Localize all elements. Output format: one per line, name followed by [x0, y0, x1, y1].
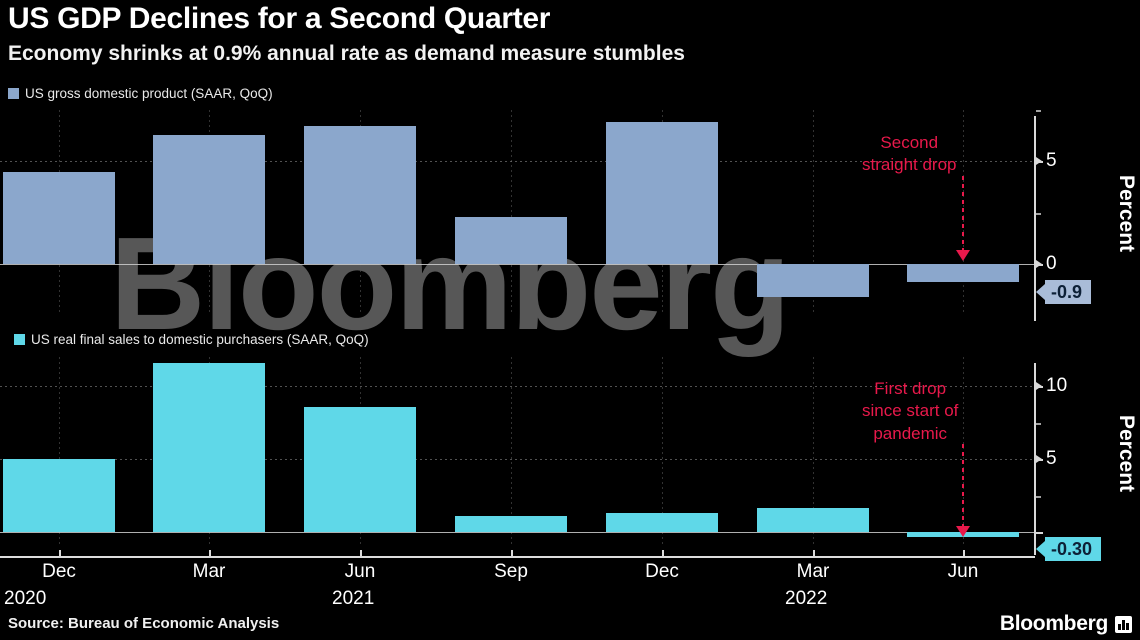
bar[interactable]: [606, 122, 718, 264]
x-axis-tick-label: Dec: [42, 561, 76, 582]
annotation-line-3: pandemic: [873, 423, 948, 443]
y-axis-tick-arrow-icon: [1036, 382, 1042, 391]
y-axis-title-final-sales: Percent: [1115, 415, 1138, 493]
bar[interactable]: [304, 406, 416, 533]
bar[interactable]: [153, 134, 265, 264]
y-axis-tick: [1036, 495, 1041, 498]
source-note: Source: Bureau of Economic Analysis: [8, 615, 280, 632]
bar[interactable]: [3, 459, 115, 533]
x-axis-tick-label: Jun: [947, 561, 979, 582]
x-axis-tick-label: Dec: [645, 561, 679, 582]
legend-swatch-gdp: [8, 88, 19, 99]
gridline-vertical: [511, 357, 512, 547]
gridline-vertical: [662, 357, 663, 547]
x-axis-tick: [813, 550, 815, 557]
x-axis-year-label: 2020: [4, 588, 47, 609]
annotation-line-2: straight drop: [862, 155, 957, 175]
annotation-first-drop-since-pandemic: First drop since start of pandemic: [862, 378, 958, 445]
value-badge-final-sales: -0.30: [1045, 537, 1102, 561]
x-axis-tick: [209, 550, 211, 557]
x-axis-tick-label: Sep: [494, 561, 528, 582]
legend-swatch-final-sales: [14, 334, 25, 345]
gridline-vertical: [511, 110, 512, 315]
gridline-horizontal: [0, 459, 1035, 461]
annotation-line-2: since start of: [862, 401, 959, 421]
x-axis-tick: [360, 550, 362, 557]
page-title: US GDP Declines for a Second Quarter: [8, 2, 551, 35]
x-axis-year-label: 2021: [332, 588, 375, 609]
gridline-vertical: [813, 357, 814, 547]
bar[interactable]: [907, 263, 1019, 283]
plot-area-final-sales: [0, 357, 1035, 547]
y-axis-tick-label: 5: [1046, 150, 1057, 172]
bar[interactable]: [455, 516, 567, 533]
y-axis-tick-arrow-icon: [1036, 259, 1042, 268]
x-axis-tick-label: Mar: [796, 561, 830, 582]
annotation-line-1: First drop: [874, 379, 947, 398]
page-subtitle: Economy shrinks at 0.9% annual rate as d…: [8, 42, 685, 65]
bar[interactable]: [153, 362, 265, 533]
gridline-vertical: [59, 357, 60, 547]
chart-panel-gdp: [0, 110, 1035, 315]
legend-final-sales: US real final sales to domestic purchase…: [14, 332, 369, 347]
y-axis-tick: [1036, 212, 1041, 215]
y-axis-tick-label: 10: [1046, 375, 1068, 397]
annotation-line-1: Second: [880, 133, 939, 152]
y-axis-tick-arrow-icon: [1036, 455, 1042, 464]
zero-line: [0, 532, 1035, 534]
bar[interactable]: [757, 507, 869, 533]
bar[interactable]: [606, 513, 718, 533]
bar[interactable]: [455, 216, 567, 264]
legend-label-gdp: US gross domestic product (SAAR, QoQ): [25, 86, 273, 101]
y-axis-final-sales: [1034, 363, 1036, 555]
annotation-arrow-final-sales: [962, 444, 964, 532]
plot-area-gdp: [0, 110, 1035, 315]
gridline-vertical: [813, 110, 814, 315]
zero-line: [0, 263, 1035, 265]
value-badge-gdp: -0.9: [1045, 280, 1092, 304]
y-axis-tick-label: 0: [1046, 252, 1057, 274]
y-axis-tick: [1036, 422, 1041, 425]
annotation-arrowhead-final-sales: [956, 526, 970, 537]
gridline-horizontal: [0, 161, 1035, 163]
annotation-second-straight-drop: Second straight drop: [862, 132, 957, 177]
x-axis-tick-label: Mar: [192, 561, 226, 582]
y-axis-gdp: [1034, 116, 1036, 321]
x-axis-tick: [59, 550, 61, 557]
bar[interactable]: [3, 171, 115, 264]
x-axis-line: [0, 556, 1035, 558]
bloomberg-wordmark: Bloomberg: [999, 612, 1108, 635]
gridline-horizontal: [0, 386, 1035, 388]
y-axis-tick: [1036, 532, 1043, 535]
x-axis-tick: [662, 550, 664, 557]
legend-gdp: US gross domestic product (SAAR, QoQ): [8, 86, 273, 101]
y-axis-tick: [1036, 110, 1041, 112]
bar[interactable]: [757, 263, 869, 297]
bar[interactable]: [304, 126, 416, 264]
legend-label-final-sales: US real final sales to domestic purchase…: [31, 332, 369, 347]
y-axis-tick-label: 5: [1046, 448, 1057, 470]
bloomberg-logo: Bloomberg: [1000, 612, 1132, 636]
x-axis-tick: [511, 550, 513, 557]
x-axis-tick: [963, 550, 965, 557]
bar-chart-icon: [1115, 615, 1132, 633]
annotation-arrowhead-gdp: [956, 250, 970, 261]
x-axis-tick-label: Jun: [344, 561, 376, 582]
annotation-arrow-gdp: [962, 176, 964, 256]
y-axis-title-gdp: Percent: [1115, 175, 1138, 253]
y-axis-tick-arrow-icon: [1036, 157, 1042, 166]
chart-panel-final-sales: [0, 357, 1035, 547]
x-axis-year-label: 2022: [785, 588, 828, 609]
